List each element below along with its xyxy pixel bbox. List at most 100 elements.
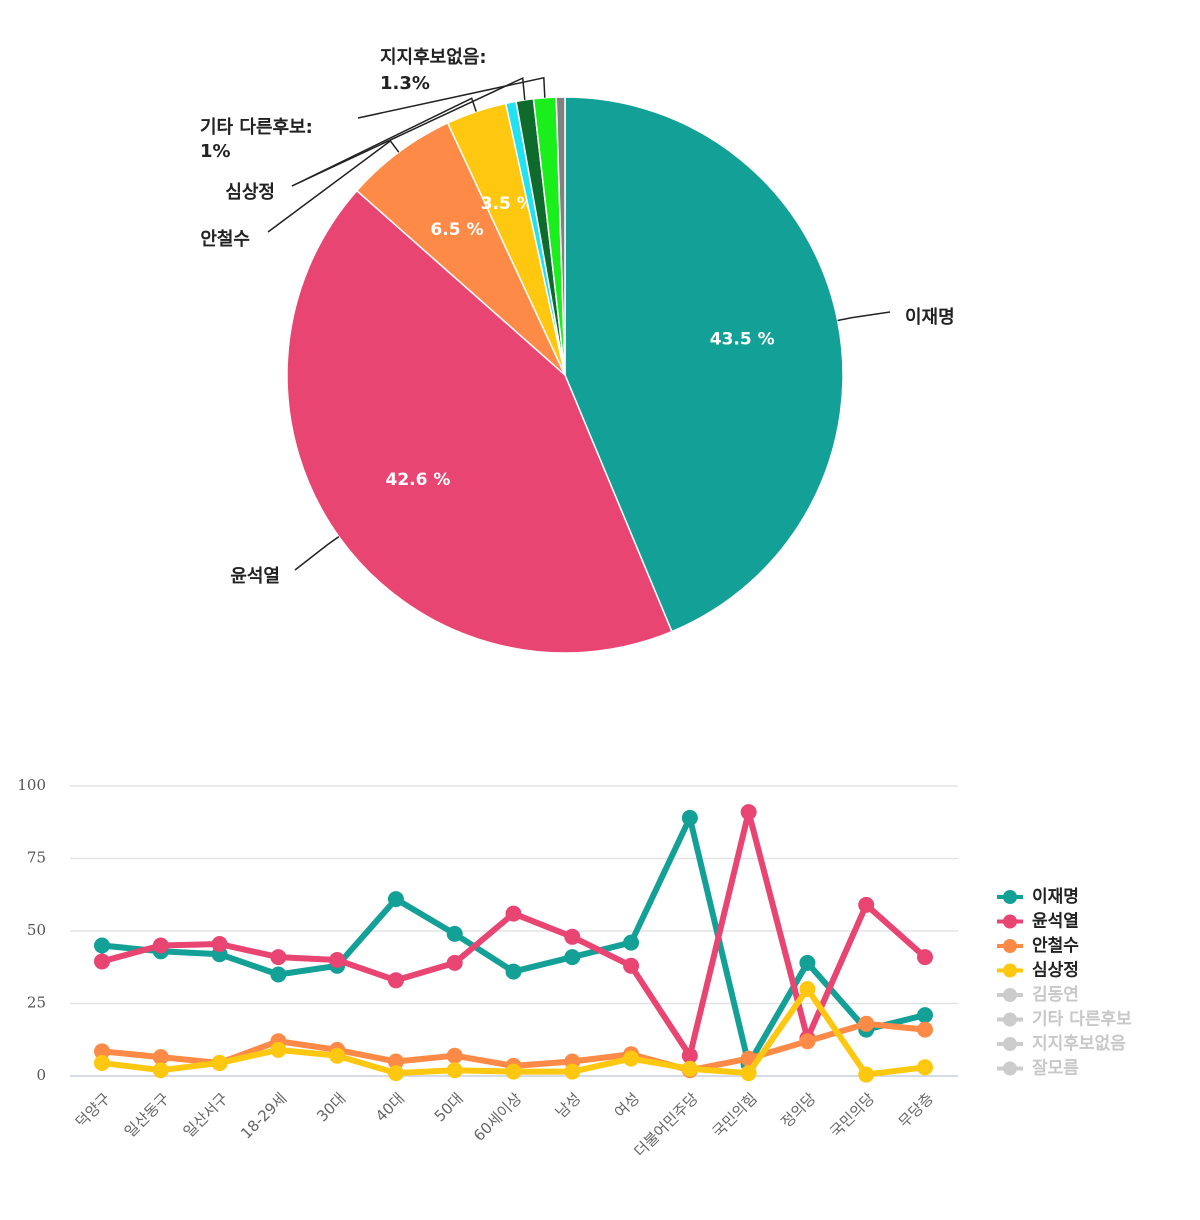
point bbox=[446, 954, 463, 971]
pie-slice bbox=[286, 189, 673, 654]
point bbox=[387, 1065, 404, 1082]
series-line bbox=[101, 809, 927, 1059]
point bbox=[387, 891, 404, 908]
y-tick-label: 25 bbox=[27, 994, 46, 1012]
point bbox=[211, 1054, 228, 1071]
x-tick-label: 40대 bbox=[372, 1089, 408, 1125]
slice-value-label: 1% bbox=[200, 141, 231, 162]
legend-marker bbox=[1003, 890, 1017, 904]
point bbox=[211, 936, 228, 953]
point bbox=[799, 1033, 816, 1050]
point bbox=[623, 1050, 640, 1067]
x-tick-label: 국민의당 bbox=[826, 1089, 878, 1141]
leader-line bbox=[837, 311, 891, 322]
x-tick-label: 덕양구 bbox=[72, 1089, 114, 1131]
x-tick-label: 여성 bbox=[611, 1089, 643, 1121]
point bbox=[446, 925, 463, 942]
point bbox=[858, 1015, 875, 1032]
x-tick-label: 18-29세 bbox=[237, 1089, 290, 1142]
x-tick-label: 일산동구 bbox=[121, 1089, 173, 1141]
point bbox=[564, 928, 581, 945]
point bbox=[270, 966, 287, 983]
point bbox=[623, 957, 640, 974]
slice-value-label: 43.5 % bbox=[710, 330, 775, 350]
point bbox=[740, 1065, 757, 1082]
x-tick-label: 30대 bbox=[313, 1089, 349, 1125]
point bbox=[270, 1041, 287, 1058]
point bbox=[152, 1049, 169, 1066]
x-tick-label: 정의당 bbox=[777, 1089, 819, 1131]
legend-label: 기타 다른후보 bbox=[1032, 1009, 1132, 1030]
point bbox=[858, 896, 875, 913]
point bbox=[917, 949, 933, 966]
legend-label: 지지후보없음 bbox=[1032, 1033, 1126, 1054]
point bbox=[858, 1066, 875, 1083]
y-tick-label: 100 bbox=[17, 776, 46, 794]
y-tick-label: 0 bbox=[36, 1066, 46, 1084]
slice-value-label: 6.5 % bbox=[430, 220, 483, 240]
point bbox=[94, 953, 110, 970]
leader-line bbox=[357, 76, 546, 119]
legend-marker bbox=[1003, 988, 1017, 1002]
slice-label: 윤석열 bbox=[230, 566, 280, 587]
point bbox=[681, 1060, 698, 1077]
point bbox=[505, 905, 522, 922]
legend-marker bbox=[1003, 914, 1017, 929]
point bbox=[505, 963, 522, 980]
point bbox=[623, 934, 640, 951]
leader-line bbox=[294, 536, 340, 571]
point bbox=[152, 937, 169, 954]
point bbox=[94, 1054, 110, 1071]
x-tick-label: 50대 bbox=[431, 1089, 467, 1125]
y-tick-label: 75 bbox=[27, 849, 46, 867]
legend-label: 윤석열 bbox=[1032, 912, 1079, 932]
legend-label: 심상정 bbox=[1032, 961, 1079, 981]
x-tick-label: 일산서구 bbox=[180, 1089, 232, 1141]
legend-label: 이재명 bbox=[1032, 887, 1079, 907]
point bbox=[681, 1047, 698, 1064]
x-tick-label: 무당층 bbox=[895, 1089, 937, 1131]
leader-line bbox=[291, 97, 477, 187]
slice-value-label: 42.6 % bbox=[386, 470, 451, 490]
point bbox=[94, 937, 110, 954]
point bbox=[329, 952, 346, 968]
point bbox=[152, 1062, 169, 1079]
slice-label: 지지후보없음: bbox=[380, 47, 487, 68]
slice-label: 심상정 bbox=[225, 182, 275, 203]
point bbox=[387, 1053, 404, 1070]
point bbox=[446, 1047, 463, 1064]
point bbox=[681, 809, 698, 826]
legend-marker bbox=[1003, 1037, 1017, 1051]
point bbox=[564, 1063, 581, 1080]
slice-value-label: 3.5 % bbox=[481, 194, 534, 214]
legend-marker bbox=[1003, 939, 1017, 953]
point bbox=[329, 1047, 346, 1064]
slice-label: 안철수 bbox=[200, 229, 250, 250]
point bbox=[917, 1021, 933, 1038]
slice-value-label: 1.3% bbox=[380, 73, 430, 94]
x-tick-label: 더불어민주당 bbox=[631, 1089, 702, 1160]
point bbox=[799, 981, 816, 997]
pie-slice bbox=[355, 121, 566, 376]
legend-label: 김동연 bbox=[1032, 985, 1079, 1005]
point bbox=[387, 972, 404, 989]
legend-marker bbox=[1003, 1012, 1017, 1027]
point bbox=[740, 804, 757, 821]
legend-marker bbox=[1003, 963, 1017, 978]
leader-line bbox=[267, 139, 400, 233]
legend-label: 잘모름 bbox=[1032, 1058, 1079, 1079]
leader-line bbox=[291, 76, 526, 187]
point bbox=[505, 1063, 522, 1080]
point bbox=[799, 954, 816, 971]
pie-slice bbox=[564, 96, 844, 633]
slice-label: 이재명 bbox=[905, 307, 955, 328]
point bbox=[94, 1043, 110, 1060]
legend-label: 안철수 bbox=[1032, 936, 1079, 956]
y-tick-label: 50 bbox=[27, 921, 46, 939]
slice-label: 기타 다른후보: bbox=[200, 117, 313, 138]
point bbox=[917, 1007, 933, 1024]
x-tick-label: 남성 bbox=[552, 1089, 584, 1121]
point bbox=[270, 949, 287, 966]
point bbox=[564, 949, 581, 966]
